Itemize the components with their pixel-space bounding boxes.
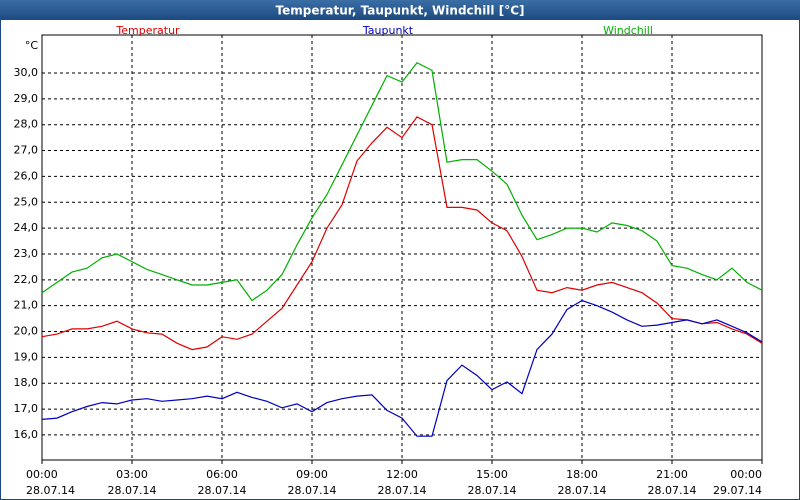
legend-entry: Windchill (603, 24, 653, 37)
x-tick-label: 21:00 (656, 468, 688, 481)
y-tick-label: 28,0 (14, 118, 39, 131)
title-bar (0, 0, 800, 20)
x-tick-label: 15:00 (476, 468, 508, 481)
x-tick-date: 28.07.14 (288, 484, 337, 497)
x-tick-label: 06:00 (206, 468, 238, 481)
y-tick-label: 26,0 (14, 169, 39, 182)
y-tick-label: 16,0 (14, 428, 39, 441)
y-tick-label: 30,0 (14, 66, 39, 79)
x-tick-date: 28.07.14 (108, 484, 157, 497)
y-tick-label: 20,0 (14, 325, 39, 338)
y-tick-label: 24,0 (14, 221, 39, 234)
y-tick-label: 22,0 (14, 273, 39, 286)
y-tick-label: 17,0 (14, 402, 39, 415)
x-tick-label: 18:00 (566, 468, 598, 481)
y-tick-label: 19,0 (14, 350, 39, 363)
x-tick-label: 03:00 (116, 468, 148, 481)
series-line (41, 299, 763, 437)
x-tick-label: 12:00 (386, 468, 418, 481)
legend-entry: Temperatur (115, 24, 180, 37)
x-tick-date: 28.07.14 (26, 484, 75, 497)
x-tick-date: 28.07.14 (468, 484, 517, 497)
series-line (41, 116, 763, 351)
chart-title: Temperatur, Taupunkt, Windchill [°C] (276, 4, 525, 18)
x-tick-date: 28.07.14 (648, 484, 697, 497)
legend-entry: Taupunkt (362, 24, 414, 37)
y-tick-label: 25,0 (14, 195, 39, 208)
y-tick-label: 21,0 (14, 299, 39, 312)
y-tick-label: 29,0 (14, 92, 39, 105)
series-line (41, 61, 763, 302)
x-tick-label: 00:00 (730, 468, 762, 481)
y-unit: °C (25, 39, 39, 52)
y-tick-label: 18,0 (14, 376, 39, 389)
x-tick-date: 28.07.14 (198, 484, 247, 497)
x-tick-date: 28.07.14 (558, 484, 607, 497)
x-tick-label: 00:00 (26, 468, 58, 481)
y-tick-label: 27,0 (14, 144, 39, 157)
y-tick-label: 23,0 (14, 247, 39, 260)
x-tick-date: 28.07.14 (378, 484, 427, 497)
x-tick-label: 09:00 (296, 468, 328, 481)
x-tick-date: 29.07.14 (713, 484, 762, 497)
